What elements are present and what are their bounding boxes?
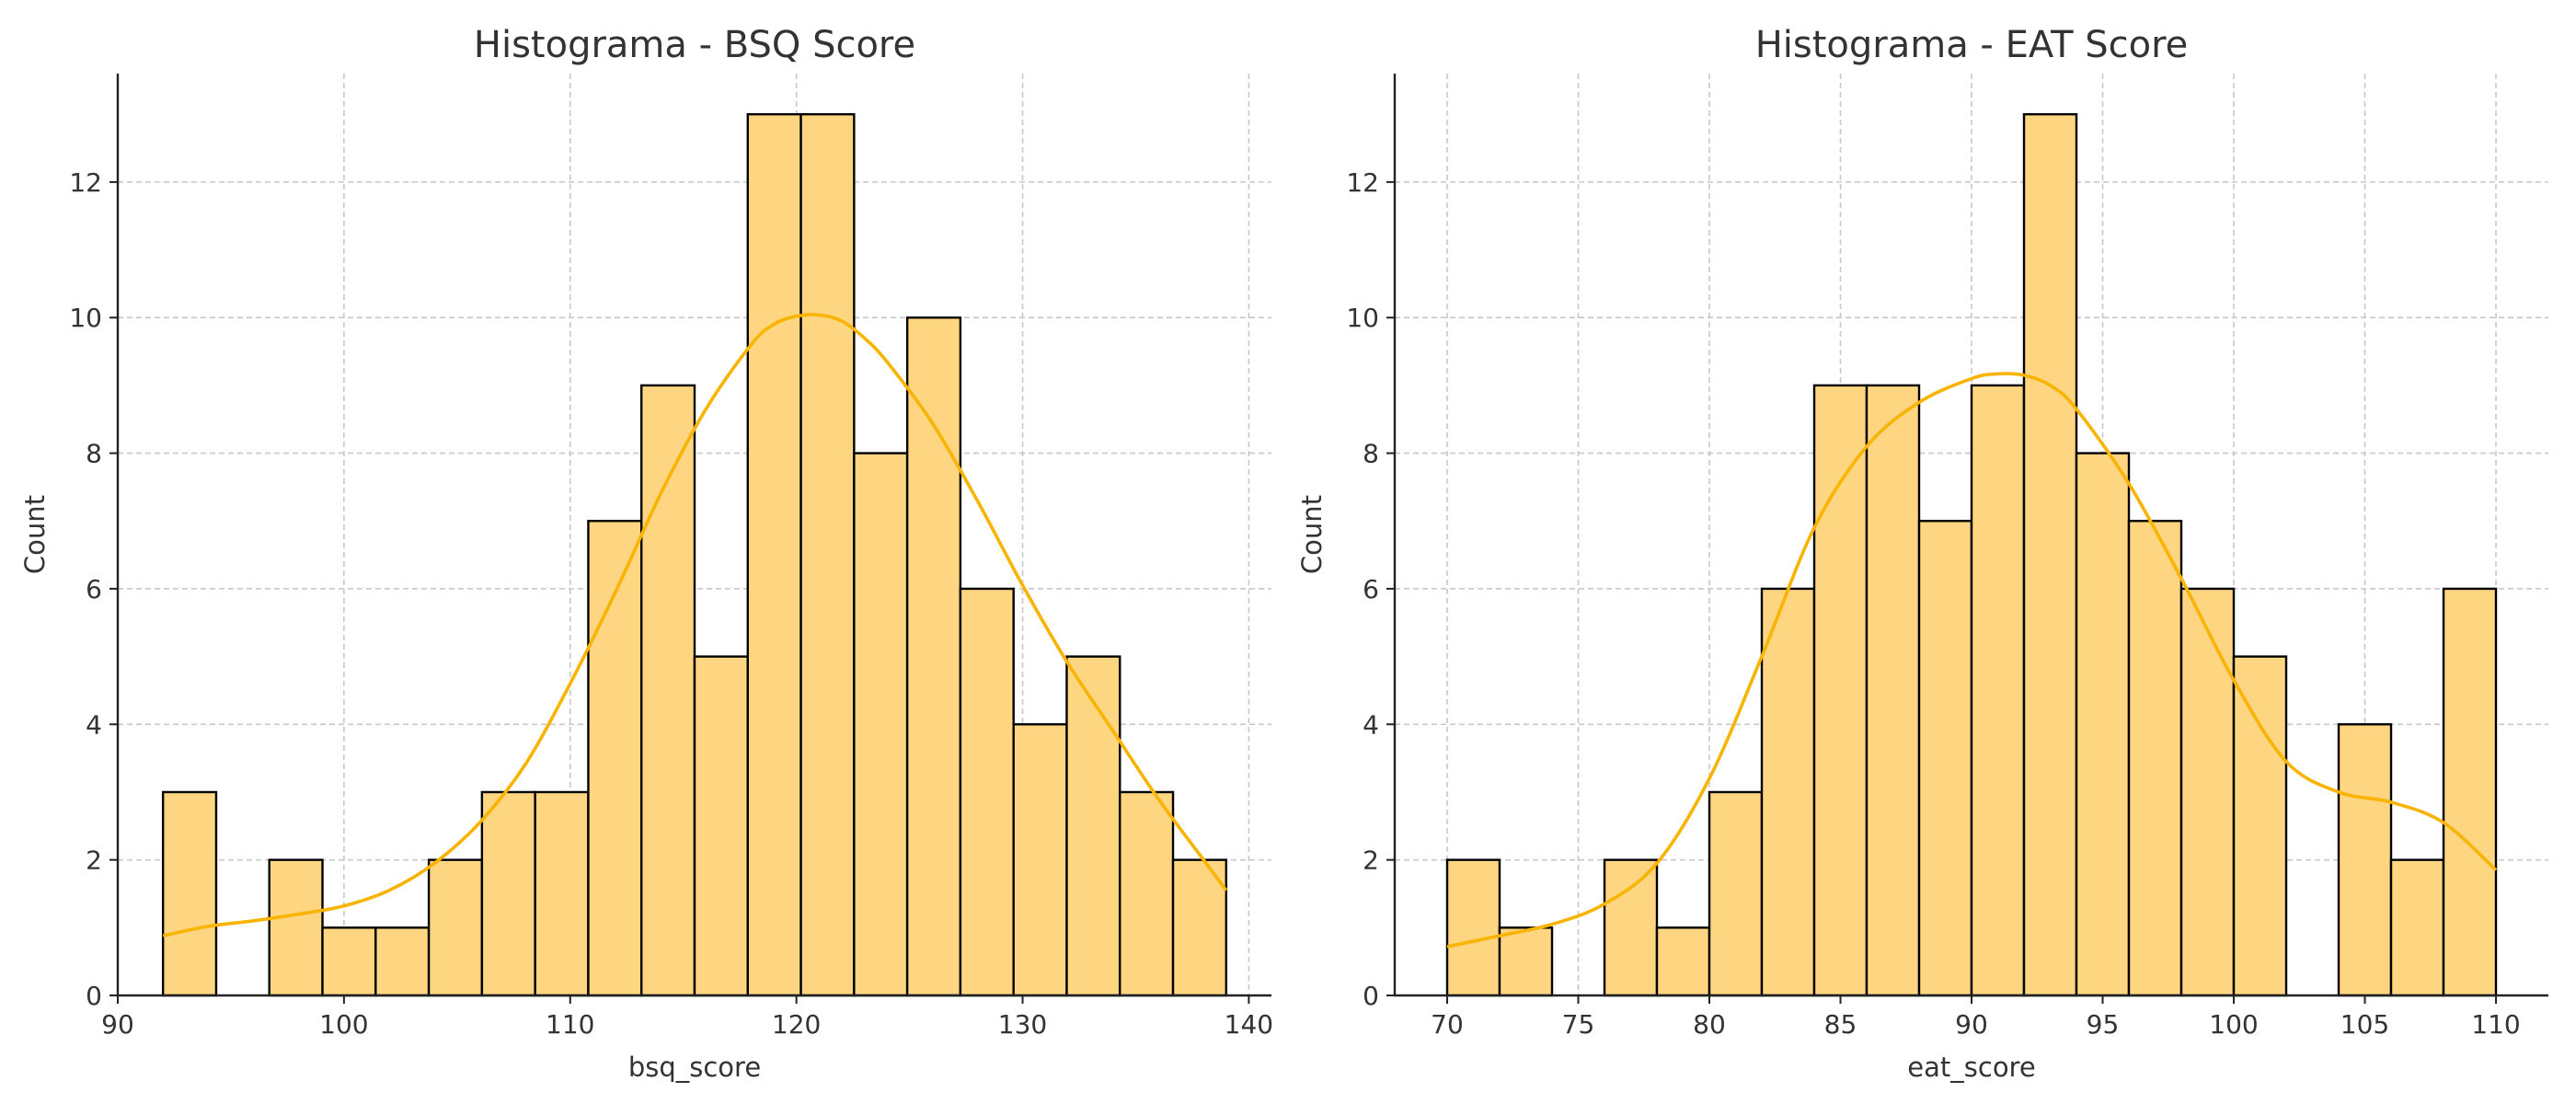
bsq-y-tick-label: 6 [86,574,102,604]
bsq-y-tick-label: 12 [69,167,102,198]
bsq-bar-14 [905,316,962,997]
eat-bar-1 [1498,926,1554,997]
bsq-bar-18 [1119,790,1175,997]
bsq-y-axis-label: Count [19,495,51,574]
bsq-x-tick-label: 100 [319,1009,368,1040]
bsq-axes [116,74,1271,997]
bsq-bar-15 [959,587,1015,997]
bsq-bar-7 [534,790,590,997]
eat-y-tick-label: 2 [1363,845,1379,876]
bsq-histogram-panel: 90 100 110 120 130 140 0 2 4 6 8 10 12 Histograma - … [19,24,1273,1083]
eat-bar-5 [1708,790,1764,997]
bsq-bar-12 [799,113,856,997]
eat-x-tick-label: 110 [2471,1009,2520,1040]
eat-bar-19 [2442,587,2498,997]
bsq-y-tick-label: 10 [69,303,102,333]
bsq-kde-line [162,313,1228,937]
bsq-bar-5 [427,858,484,997]
eat-bar-14 [2179,587,2236,997]
bsq-bar-2 [268,858,324,997]
bsq-bar-17 [1065,655,1121,997]
bsq-chart-title: Histograma - BSQ Score [474,24,915,66]
eat-x-axis-label: eat_score [1907,1052,2035,1083]
bsq-bar-10 [693,655,749,997]
eat-bar-15 [2232,655,2288,997]
bsq-y-tick-label: 4 [86,709,102,740]
eat-bars [1445,113,2498,997]
bsq-x-axis-label: bsq_score [628,1052,761,1083]
bsq-bar-19 [1171,858,1228,997]
eat-kde-line [1446,372,2498,949]
eat-bar-8 [1865,384,1921,997]
eat-y-tick-label: 12 [1346,167,1379,198]
eat-bar-12 [2075,452,2131,997]
eat-x-tick-label: 70 [1431,1009,1464,1040]
bsq-x-tick-label: 90 [101,1009,134,1040]
eat-x-tick-label: 90 [1955,1009,1988,1040]
eat-bar-11 [2022,113,2078,997]
bsq-x-tick-label: 110 [546,1009,594,1040]
bsq-bar-0 [161,790,218,997]
eat-y-tick-label: 8 [1363,439,1379,469]
eat-chart-title: Histograma - EAT Score [1755,24,2189,66]
eat-x-tick-label: 100 [2209,1009,2258,1040]
eat-bar-0 [1445,858,1501,997]
eat-y-tick-label: 10 [1346,303,1379,333]
bsq-bar-3 [321,926,377,997]
bsq-y-tick-label: 2 [86,845,102,876]
eat-bar-6 [1760,587,1816,997]
bsq-bar-4 [374,926,431,997]
eat-bar-18 [2389,858,2445,997]
eat-x-tick-label: 95 [2087,1009,2120,1040]
eat-ticks: 70 75 80 85 90 95 100 105 110 0 2 4 6 8 10 12 [1346,167,2520,1040]
eat-y-tick-label: 6 [1363,574,1379,604]
bsq-x-tick-label: 140 [1225,1009,1273,1040]
bsq-y-tick-label: 8 [86,439,102,469]
bsq-x-tick-label: 120 [772,1009,821,1040]
eat-x-tick-label: 105 [2340,1009,2389,1040]
eat-bar-17 [2337,723,2393,997]
eat-bar-9 [1917,520,1973,997]
eat-bar-4 [1655,926,1711,997]
bsq-bar-13 [853,452,909,997]
bsq-y-tick-label: 0 [86,981,102,1011]
bsq-bar-16 [1012,723,1068,997]
eat-bar-7 [1812,384,1869,997]
eat-x-tick-label: 85 [1824,1009,1857,1040]
eat-bar-3 [1603,858,1659,997]
eat-histogram-panel: 70 75 80 85 90 95 100 105 110 0 2 4 6 8 10 12 Histogram… [1296,24,2548,1083]
bsq-bar-6 [480,790,536,997]
eat-bar-13 [2127,520,2183,997]
eat-y-axis-label: Count [1296,495,1328,574]
eat-x-tick-label: 80 [1693,1009,1726,1040]
eat-y-tick-label: 4 [1363,709,1379,740]
eat-x-tick-label: 75 [1562,1009,1595,1040]
bsq-ticks: 90 100 110 120 130 140 0 2 4 6 8 10 12 [69,167,1273,1040]
bsq-x-tick-label: 130 [998,1009,1047,1040]
bsq-bars [161,113,1228,997]
eat-bar-10 [1970,384,2026,997]
eat-y-tick-label: 0 [1363,981,1379,1011]
bsq-bar-11 [746,113,802,997]
